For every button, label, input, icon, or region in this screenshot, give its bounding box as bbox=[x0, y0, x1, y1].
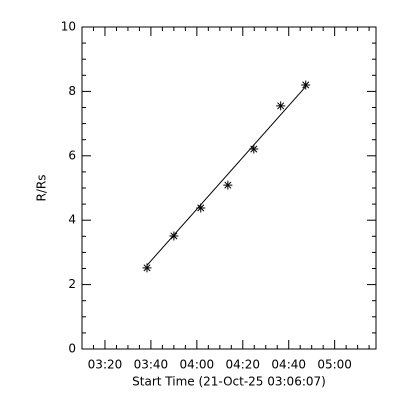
x-tick-label: 03:40 bbox=[134, 358, 169, 372]
y-tick-label: 2 bbox=[68, 277, 76, 291]
y-tick-label: 6 bbox=[68, 148, 76, 162]
y-axis-label: R/Rs bbox=[35, 175, 49, 202]
data-point bbox=[169, 231, 179, 241]
data-point bbox=[142, 263, 152, 273]
x-tick-label: 04:40 bbox=[271, 358, 306, 372]
data-point bbox=[196, 203, 206, 213]
x-axis-label: Start Time (21-Oct-25 03:06:07) bbox=[132, 375, 326, 389]
x-tick-label: 04:20 bbox=[225, 358, 260, 372]
y-tick-label: 4 bbox=[68, 213, 76, 227]
x-tick-label: 05:00 bbox=[317, 358, 352, 372]
data-point bbox=[249, 144, 259, 154]
x-tick-label: 03:20 bbox=[88, 358, 123, 372]
data-point bbox=[276, 101, 286, 111]
x-tick-label: 04:00 bbox=[180, 358, 215, 372]
data-point bbox=[223, 180, 233, 190]
y-tick-label: 10 bbox=[61, 20, 76, 34]
y-tick-label: 0 bbox=[68, 342, 76, 356]
y-tick-label: 8 bbox=[68, 84, 76, 98]
data-point bbox=[301, 80, 311, 90]
